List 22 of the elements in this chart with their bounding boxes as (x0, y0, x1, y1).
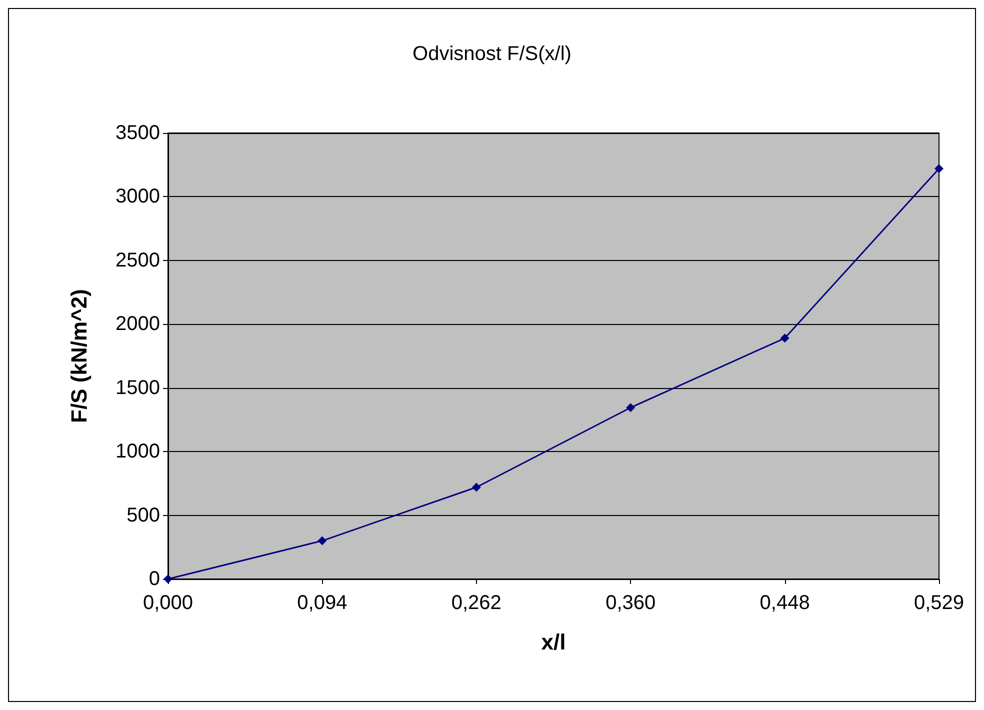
y-tick-label: 1000 (116, 440, 160, 463)
x-tick-label: 0,000 (142, 592, 194, 614)
point (318, 536, 327, 546)
chart-title: Odvisnost F/S(x/l) (412, 43, 572, 65)
y-tick-label: 3000 (116, 186, 160, 208)
y-axis-title: F/S (kN/m^2) (66, 289, 92, 423)
x-tick-label: 0,262 (451, 592, 502, 614)
y-tick-label: 1500 (116, 376, 160, 399)
x-tick-label: 0,094 (297, 592, 348, 614)
x-tick-label: 0,448 (760, 592, 810, 614)
y-tick-label: 2500 (116, 249, 160, 272)
point (780, 334, 790, 343)
x-axis-title: x/l (541, 630, 566, 654)
point (472, 482, 481, 492)
y-tick-label: 0 (148, 568, 160, 590)
y-tick-label: 2000 (116, 313, 160, 336)
x-tick-label: 0,529 (914, 592, 964, 614)
y-tick-label: 500 (126, 504, 160, 526)
y-tick-label: 3500 (116, 122, 160, 144)
point (934, 164, 944, 174)
x-tick-label: 0,360 (606, 592, 656, 614)
point (626, 403, 636, 412)
